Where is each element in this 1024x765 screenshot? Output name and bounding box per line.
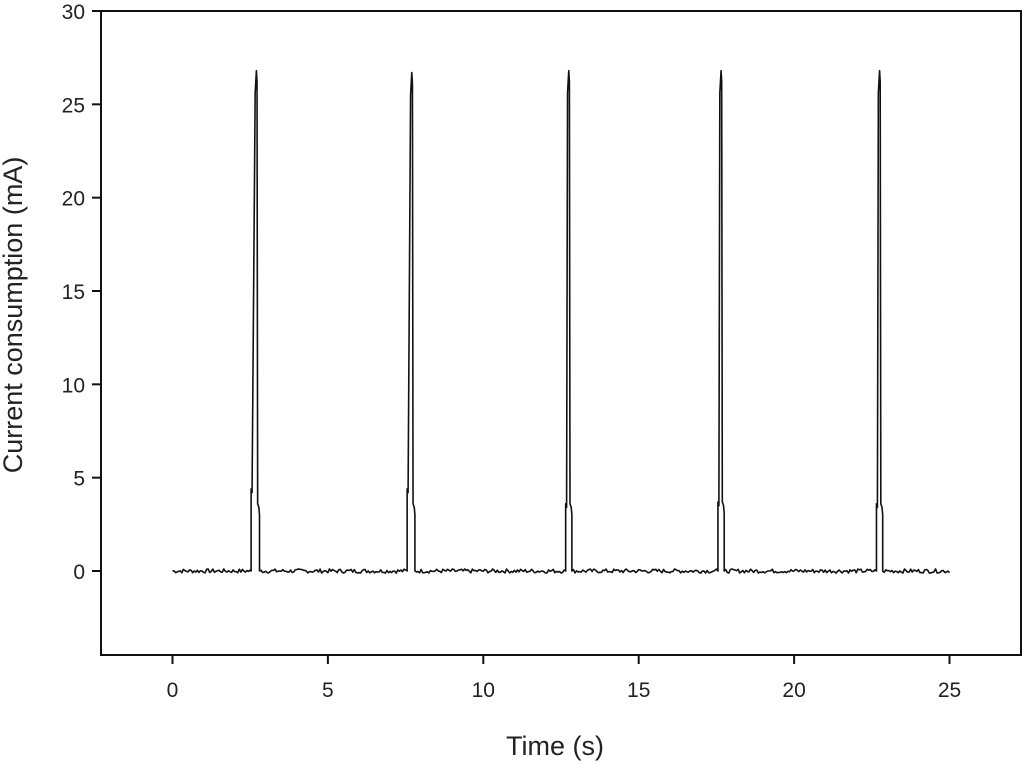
series-line [172,69,951,574]
axis-ticks: 0 5 10 15 20 25 30 0 5 10 15 20 25 [62,1,962,702]
x-tick-label: 10 [472,679,495,702]
x-tick-label: 0 [167,679,179,702]
x-tick-label: 15 [627,679,650,702]
x-tick-label: 5 [322,679,334,702]
x-tick-label: 25 [938,679,961,702]
y-tick-label: 25 [62,94,85,117]
x-axis-title: Time (s) [506,731,604,761]
y-tick-label: 20 [62,188,85,211]
y-tick-label: 10 [62,374,85,397]
y-axis-title: Current consumption (mA) [0,157,28,474]
y-tick-label: 15 [62,281,85,304]
series-group [172,69,951,574]
y-tick-label: 5 [73,468,85,491]
x-tick-label: 20 [782,679,805,702]
plot-frame [100,10,1022,656]
y-tick-label: 30 [62,1,85,24]
y-tick-label: 0 [73,561,85,584]
plot-area [100,10,1022,656]
